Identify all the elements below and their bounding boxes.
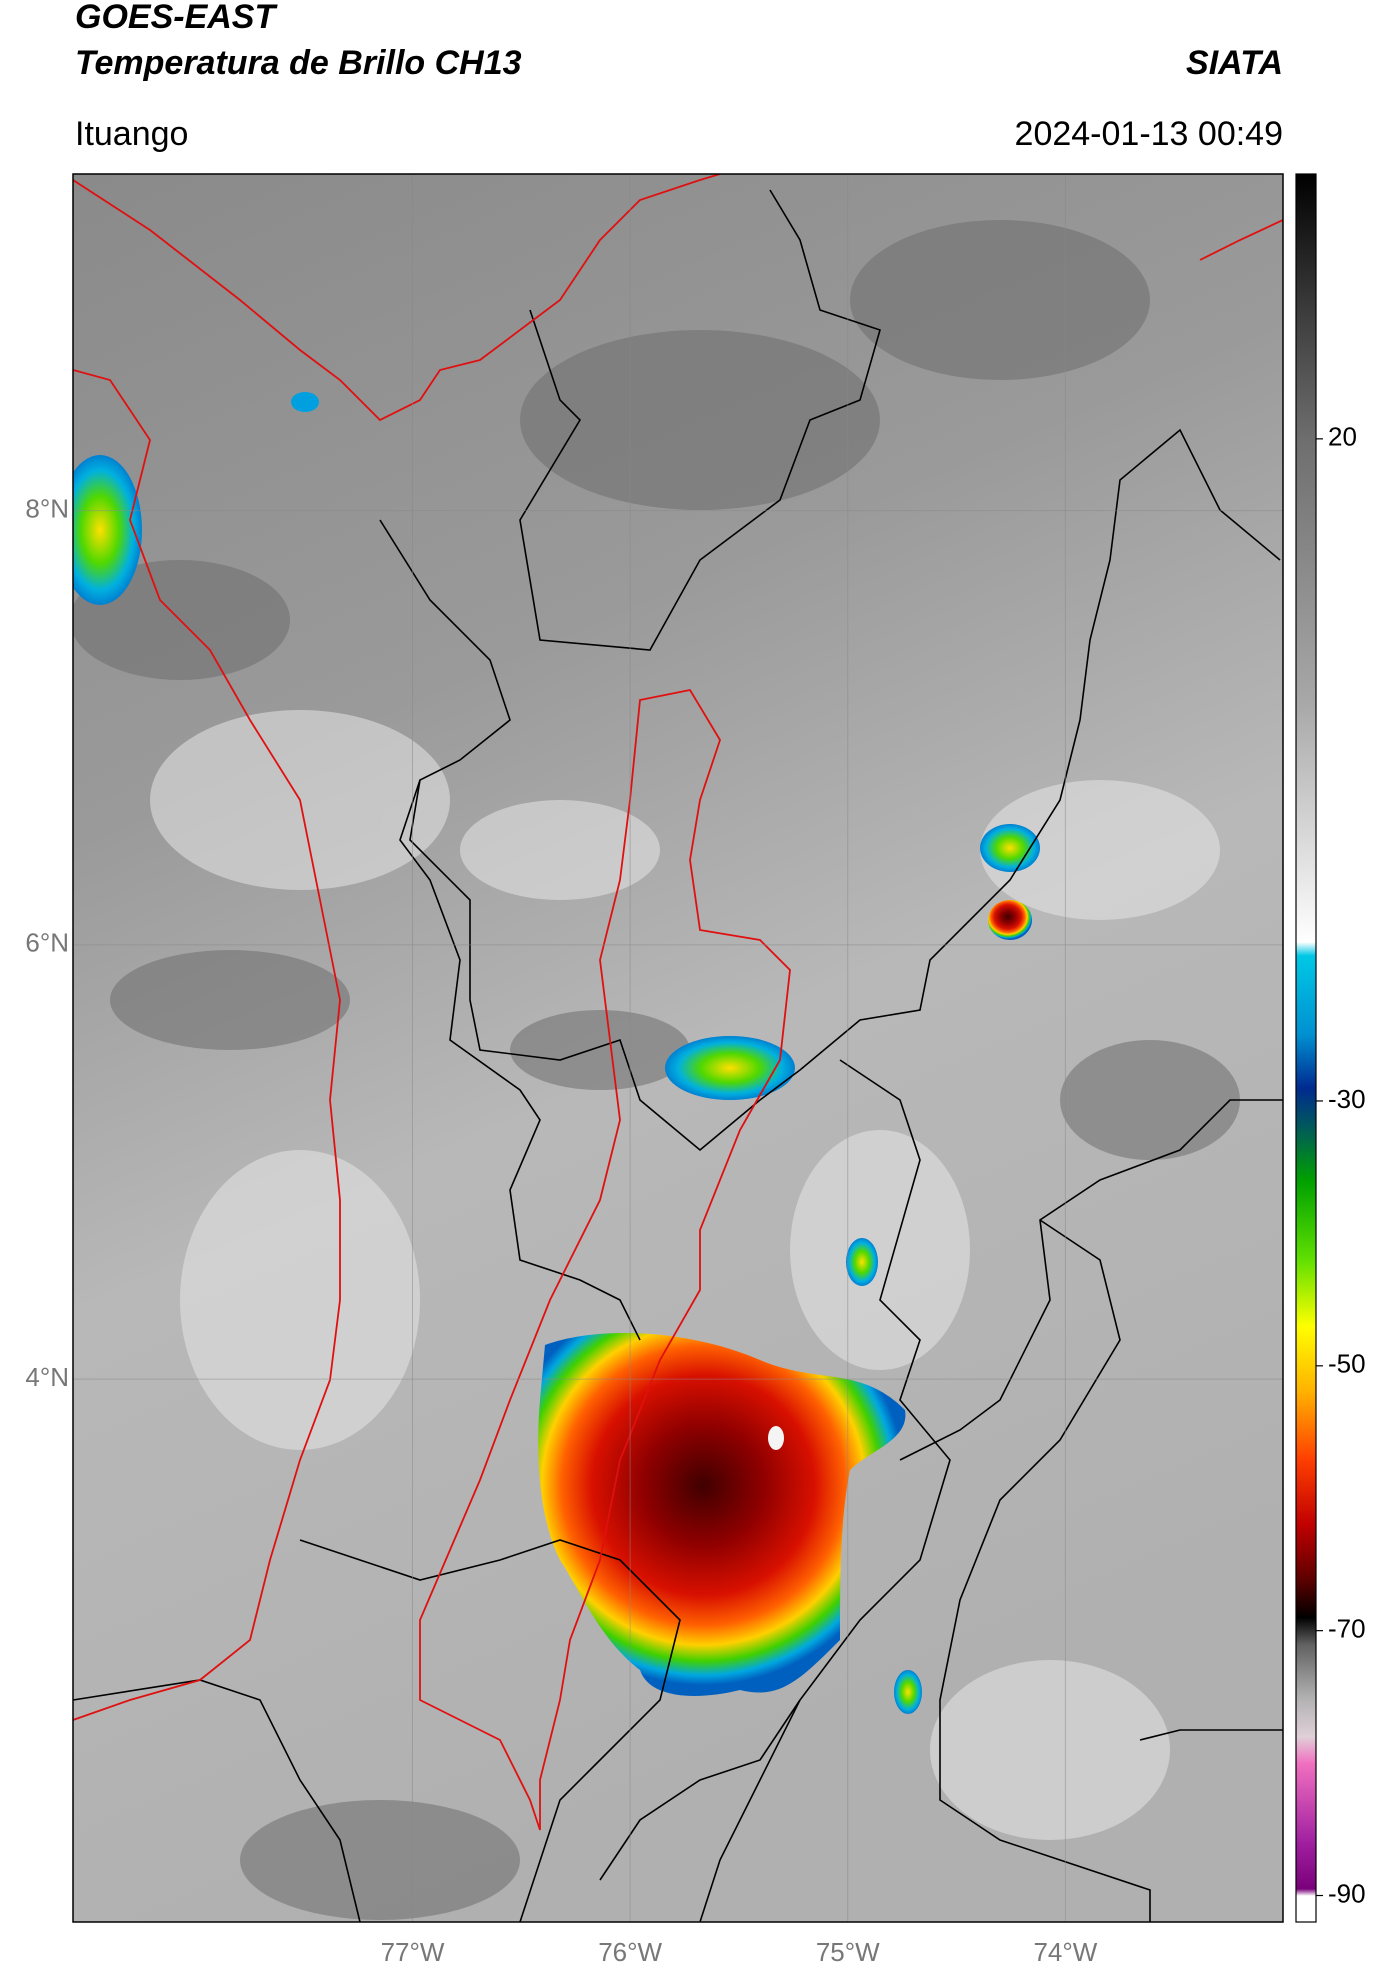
x-tick-label: 75°W (816, 1937, 880, 1967)
colorbar-segment (1296, 438, 1316, 705)
cold-core (768, 1426, 784, 1450)
map-frame (72, 173, 1284, 1923)
colorbar-segment (1296, 1696, 1316, 1738)
y-tick-label: 4°N (25, 1362, 69, 1392)
cloud-shading (73, 220, 1240, 1920)
x-tick-label: 77°W (381, 1937, 445, 1967)
colorbar-segment (1296, 1643, 1316, 1698)
storm-cell (665, 1036, 795, 1100)
colorbar-segment (1296, 1180, 1316, 1261)
storm-cell (291, 392, 319, 412)
watershed-and-coast (73, 174, 1283, 1831)
colorbar-tick-label: -30 (1328, 1084, 1366, 1114)
y-tick-label: 8°N (25, 493, 69, 523)
colorbar-segment (1296, 1895, 1316, 1923)
storm-cell (980, 824, 1040, 872)
colorbar-segment (1296, 1392, 1316, 1460)
storm-cell (988, 900, 1032, 940)
colorbar-segment (1296, 1127, 1316, 1181)
grid-layer (73, 174, 1283, 1922)
colorbar-segment (1296, 1842, 1316, 1890)
colorbar-segment (1296, 1034, 1316, 1089)
map-image (73, 174, 1283, 1922)
x-tick-label: 76°W (598, 1937, 662, 1967)
subtitle: Temperatura de Brillo CH13 (75, 44, 522, 82)
colorbar-segment (1296, 1736, 1316, 1764)
location: Ituango (75, 115, 188, 153)
colorbar-tick-label: -50 (1328, 1349, 1366, 1379)
colorbar-tick-label: -90 (1328, 1878, 1366, 1908)
colorbar-segment (1296, 1458, 1316, 1526)
colorbar-tick-label: 20 (1328, 422, 1357, 452)
department-borders (73, 189, 1283, 1922)
colorbar-segment (1296, 1577, 1316, 1618)
colorbar-segment (1296, 955, 1316, 1036)
colorbar-segment (1296, 942, 1316, 956)
datetime: 2024-01-13 00:49 (1015, 115, 1283, 153)
storm-cell (894, 1670, 922, 1714)
storm-cell (73, 455, 142, 605)
colorbar-segment (1296, 1326, 1316, 1393)
colorbar-segment (1296, 1087, 1316, 1128)
x-tick-label: 74°W (1033, 1937, 1097, 1967)
colorbar-segment (1296, 1524, 1316, 1579)
colorbar-frame (1295, 173, 1317, 1923)
colorbar: 20 -30 -50 -70 -90 (1295, 173, 1366, 1923)
colorbar-segment (1296, 306, 1316, 440)
title: GOES-EAST (75, 0, 278, 36)
colorbar-segment (1296, 703, 1316, 943)
y-tick-label: 6°N (25, 928, 69, 958)
colorbar-tick-label: -70 (1328, 1614, 1366, 1644)
storm-cell (846, 1238, 878, 1286)
source: SIATA (1186, 44, 1283, 82)
colorbar-segment (1296, 1259, 1316, 1327)
cloud-highlights (150, 710, 1220, 1840)
colorbar-segment (1296, 1617, 1316, 1645)
colorbar-segment (1296, 1763, 1316, 1844)
colorbar-segment (1296, 1888, 1316, 1897)
colorbar-segment (1296, 174, 1316, 307)
